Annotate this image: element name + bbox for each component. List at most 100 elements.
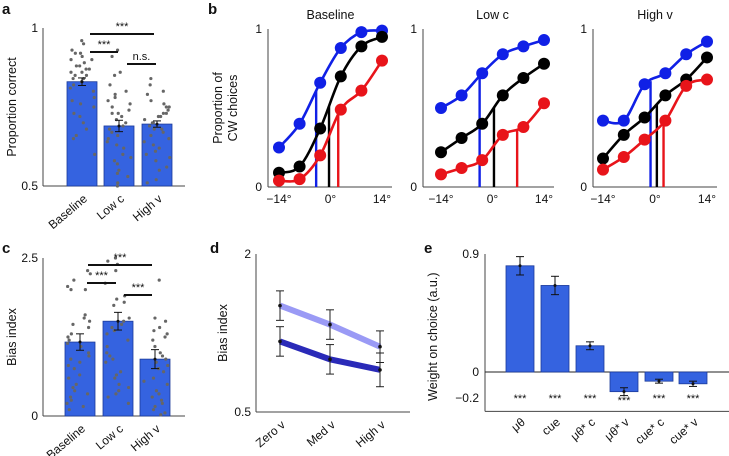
data-point: [87, 67, 91, 71]
data-point: [113, 95, 117, 100]
mean-point: [588, 344, 592, 348]
data-point: [147, 124, 152, 128]
data-point: [71, 137, 76, 141]
data-point: [151, 143, 155, 147]
data-point: [80, 39, 84, 43]
data-point: [81, 404, 85, 409]
x-tick-label: 0°: [325, 192, 337, 206]
data-point: [121, 152, 125, 156]
data-point: [517, 71, 530, 84]
data-point: [157, 278, 161, 282]
data-point: [69, 70, 73, 74]
y-tick-label: 1: [410, 22, 417, 36]
data-point: [680, 79, 693, 92]
data-point: [161, 111, 166, 115]
data-point: [71, 83, 76, 87]
data-point: [67, 338, 71, 342]
x-tick-label: Baseline: [46, 191, 91, 232]
data-point: [153, 149, 158, 153]
mean-point: [378, 368, 382, 372]
bar-0: [64, 341, 96, 417]
data-point: [166, 108, 170, 112]
data-point: [455, 162, 468, 175]
data-point: [597, 114, 609, 127]
y-tick-label: 0: [410, 180, 417, 194]
data-point: [78, 51, 83, 55]
data-point: [538, 34, 550, 47]
data-point: [164, 105, 168, 109]
data-point: [106, 395, 110, 399]
data-point: [112, 159, 117, 163]
data-point: [70, 99, 74, 103]
mean-point: [518, 264, 522, 268]
data-point: [117, 382, 121, 386]
y-tick-label: 1: [580, 22, 587, 36]
data-point: [334, 70, 347, 83]
subplot-title: High v: [637, 8, 673, 22]
data-point: [92, 105, 96, 109]
data-point: [108, 83, 112, 87]
x-tick-label: High v: [353, 418, 388, 451]
mean-point: [691, 382, 695, 386]
data-point: [124, 89, 128, 93]
data-point: [159, 398, 164, 402]
y-tick-label: 0: [580, 180, 587, 194]
y-tick-label: 1: [31, 21, 38, 35]
data-point: [113, 256, 118, 260]
data-point: [80, 54, 84, 59]
data-point: [659, 89, 672, 102]
data-point: [153, 344, 157, 349]
y-tick-label: 0.5: [234, 405, 251, 419]
data-point: [68, 395, 73, 399]
data-point: [80, 70, 84, 74]
data-point: [476, 117, 489, 130]
data-point: [334, 41, 347, 54]
data-point: [314, 149, 327, 162]
data-point: [161, 370, 166, 374]
data-point: [126, 385, 131, 390]
data-point: [87, 354, 91, 358]
data-point: [152, 329, 156, 333]
data-point: [597, 152, 609, 165]
data-point: [83, 288, 87, 292]
data-point: [118, 70, 122, 74]
data-point: [120, 114, 124, 119]
data-point: [165, 332, 169, 336]
data-point: [67, 376, 71, 380]
data-point: [638, 111, 651, 124]
data-point: [73, 51, 77, 55]
psychometric-curve: [602, 56, 708, 160]
data-point: [115, 297, 119, 301]
data-point: [126, 174, 130, 179]
x-tick-label: High v: [128, 422, 163, 455]
data-point: [157, 392, 161, 396]
x-tick-label: 0°: [649, 192, 661, 206]
data-point: [701, 35, 713, 48]
data-point: [496, 128, 509, 141]
significance-label: ***: [618, 395, 632, 407]
data-point: [84, 73, 89, 77]
panel-label-e: e: [424, 240, 432, 257]
data-point: [128, 102, 132, 106]
data-point: [168, 155, 172, 160]
data-point: [314, 122, 327, 135]
data-point: [66, 335, 70, 339]
data-point: [158, 325, 162, 330]
data-point: [111, 357, 115, 361]
data-point: [114, 269, 118, 273]
data-point: [72, 367, 76, 371]
x-tick-label: μθ* v: [602, 415, 632, 443]
data-point: [115, 171, 120, 175]
data-point: [163, 335, 167, 339]
y-axis-label-line2: CW choices: [226, 75, 240, 142]
data-point: [119, 370, 123, 374]
data-point: [74, 382, 78, 386]
data-point: [81, 42, 86, 46]
significance-label: ***: [549, 393, 563, 405]
data-point: [69, 332, 73, 336]
data-point: [82, 316, 86, 320]
mean-point: [117, 124, 121, 128]
data-point: [86, 351, 91, 355]
bar-1: [540, 285, 570, 373]
data-point: [69, 288, 73, 292]
